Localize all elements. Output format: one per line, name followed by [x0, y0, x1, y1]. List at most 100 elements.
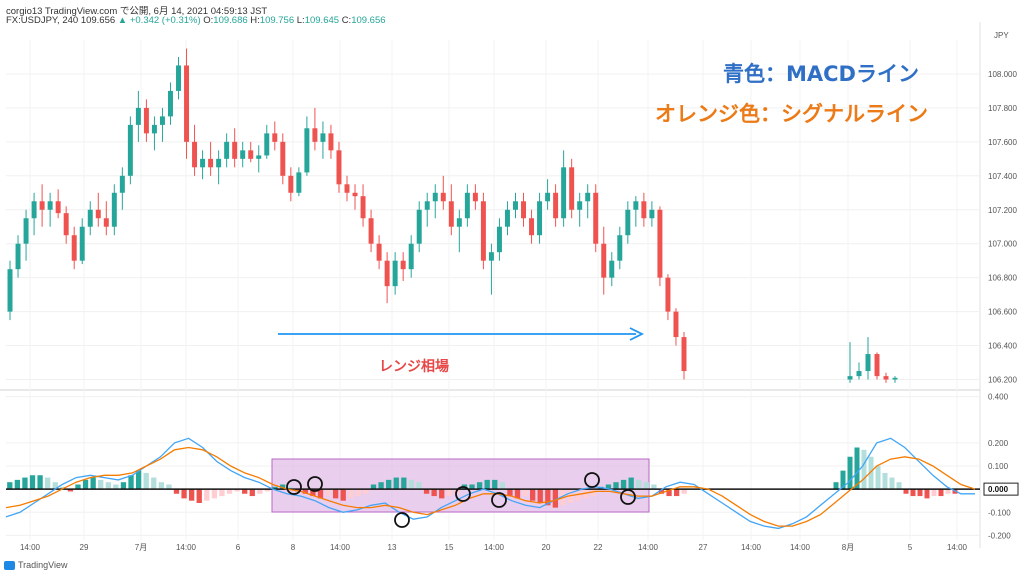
candle: [31, 192, 37, 236]
histogram-bar: [82, 479, 89, 490]
tradingview-logo-icon: [4, 560, 15, 570]
candle: [545, 179, 551, 210]
histogram-bar: [67, 489, 74, 492]
candle-body: [521, 201, 527, 219]
brand-label: TradingView: [18, 560, 68, 570]
candle-body: [352, 192, 358, 197]
change-up-icon: ▲: [117, 15, 128, 26]
candle: [569, 158, 575, 219]
candle: [496, 218, 502, 261]
symbol-label[interactable]: FX:USDJPY, 240: [6, 15, 79, 26]
candle-body: [408, 243, 414, 270]
histogram-bar: [613, 482, 619, 490]
candle-body: [296, 172, 302, 193]
price-tick-label: 108.000: [988, 70, 1017, 79]
histogram-bar: [29, 475, 36, 490]
histogram-bar: [7, 482, 13, 490]
histogram-bar: [257, 489, 263, 494]
price-tick-label: 107.400: [988, 172, 1017, 181]
candle: [264, 124, 270, 159]
candle: [856, 362, 862, 380]
histogram-bar: [484, 479, 490, 490]
candle: [312, 107, 318, 151]
candle: [216, 150, 222, 185]
candlestick-series: [7, 48, 898, 383]
candle: [344, 175, 350, 202]
candle-body: [288, 175, 294, 193]
candle: [472, 184, 478, 210]
candle-body: [7, 269, 13, 312]
candle-body: [513, 201, 518, 210]
candle-body: [448, 201, 454, 227]
candle: [256, 145, 262, 173]
histogram-bar: [401, 477, 407, 490]
candle: [593, 184, 599, 253]
histogram-bar: [492, 479, 498, 490]
open-label: O:: [203, 15, 214, 26]
histogram-bar: [325, 489, 331, 497]
price-tick-label: 107.200: [988, 206, 1017, 215]
candle-body: [472, 192, 478, 202]
candle-body: [464, 192, 470, 219]
price-tick-label: 107.600: [988, 138, 1017, 147]
candle-body: [55, 201, 61, 214]
histogram-bar: [590, 489, 596, 497]
macd-tick-label: -0.200: [988, 531, 1011, 540]
crossover-circle: [491, 492, 507, 508]
candle: [529, 209, 535, 244]
time-tick-label: 5: [908, 543, 913, 552]
macd-axis[interactable]: 0.400 0.200 0.100 -0.100 -0.200 0.000: [983, 393, 1019, 541]
histogram-bar: [272, 486, 278, 490]
candle-body: [272, 133, 278, 142]
candle-body: [892, 377, 898, 380]
candle: [665, 274, 671, 321]
time-axis[interactable]: 14:00 29 7月 14:00 6 8 14:00 13 15 14:00 20 22 14:00 2…: [20, 543, 968, 552]
histogram-bar: [854, 447, 860, 490]
histogram-bar: [386, 479, 392, 490]
candle: [296, 167, 302, 197]
close-value: 109.656: [351, 15, 386, 26]
histogram-bar: [545, 489, 551, 506]
histogram-bar: [847, 456, 853, 490]
candle-body: [400, 260, 406, 270]
histogram-bar: [128, 475, 134, 490]
time-tick-label: 8月: [842, 543, 854, 552]
candle-body: [328, 133, 334, 151]
candle-body: [609, 260, 615, 278]
time-tick-label: 14:00: [176, 543, 197, 552]
zero-badge: [983, 482, 1019, 496]
candle-body: [167, 90, 173, 117]
last-price: 109.656: [80, 15, 116, 26]
chart-legend: FX:USDJPY, 240 109.656 ▲ +0.342 (+0.31%)…: [6, 15, 386, 26]
candle: [384, 252, 390, 304]
time-tick-label: 13: [388, 543, 397, 552]
candle: [641, 192, 647, 227]
open-value: 109.686: [213, 15, 248, 26]
candle: [232, 128, 238, 168]
candle-body: [39, 201, 45, 210]
candle-body: [111, 192, 117, 227]
histogram-bar: [317, 489, 324, 499]
candle-body: [224, 141, 230, 159]
histogram-bar: [666, 489, 672, 497]
candle: [135, 90, 141, 142]
tradingview-brand[interactable]: TradingView: [4, 560, 68, 570]
histogram-bar: [476, 482, 483, 490]
candle: [561, 150, 567, 227]
candle-body: [176, 65, 181, 91]
crossover-circle: [584, 472, 600, 488]
histogram-bar: [917, 489, 923, 497]
crossover-circle: [286, 479, 302, 495]
candle-body: [424, 201, 430, 210]
histogram-bar: [98, 479, 104, 490]
candle: [577, 192, 583, 227]
crossover-circle: [455, 486, 471, 502]
candle-body: [384, 260, 390, 287]
histogram-bar: [302, 489, 308, 494]
low-value: 109.645: [304, 15, 340, 26]
price-axis[interactable]: JPY 108.000 107.800 107.600 107.400 107.200 1…: [988, 31, 1017, 385]
low-label: L:: [296, 15, 305, 26]
candle: [39, 184, 45, 227]
candle: [127, 116, 133, 185]
